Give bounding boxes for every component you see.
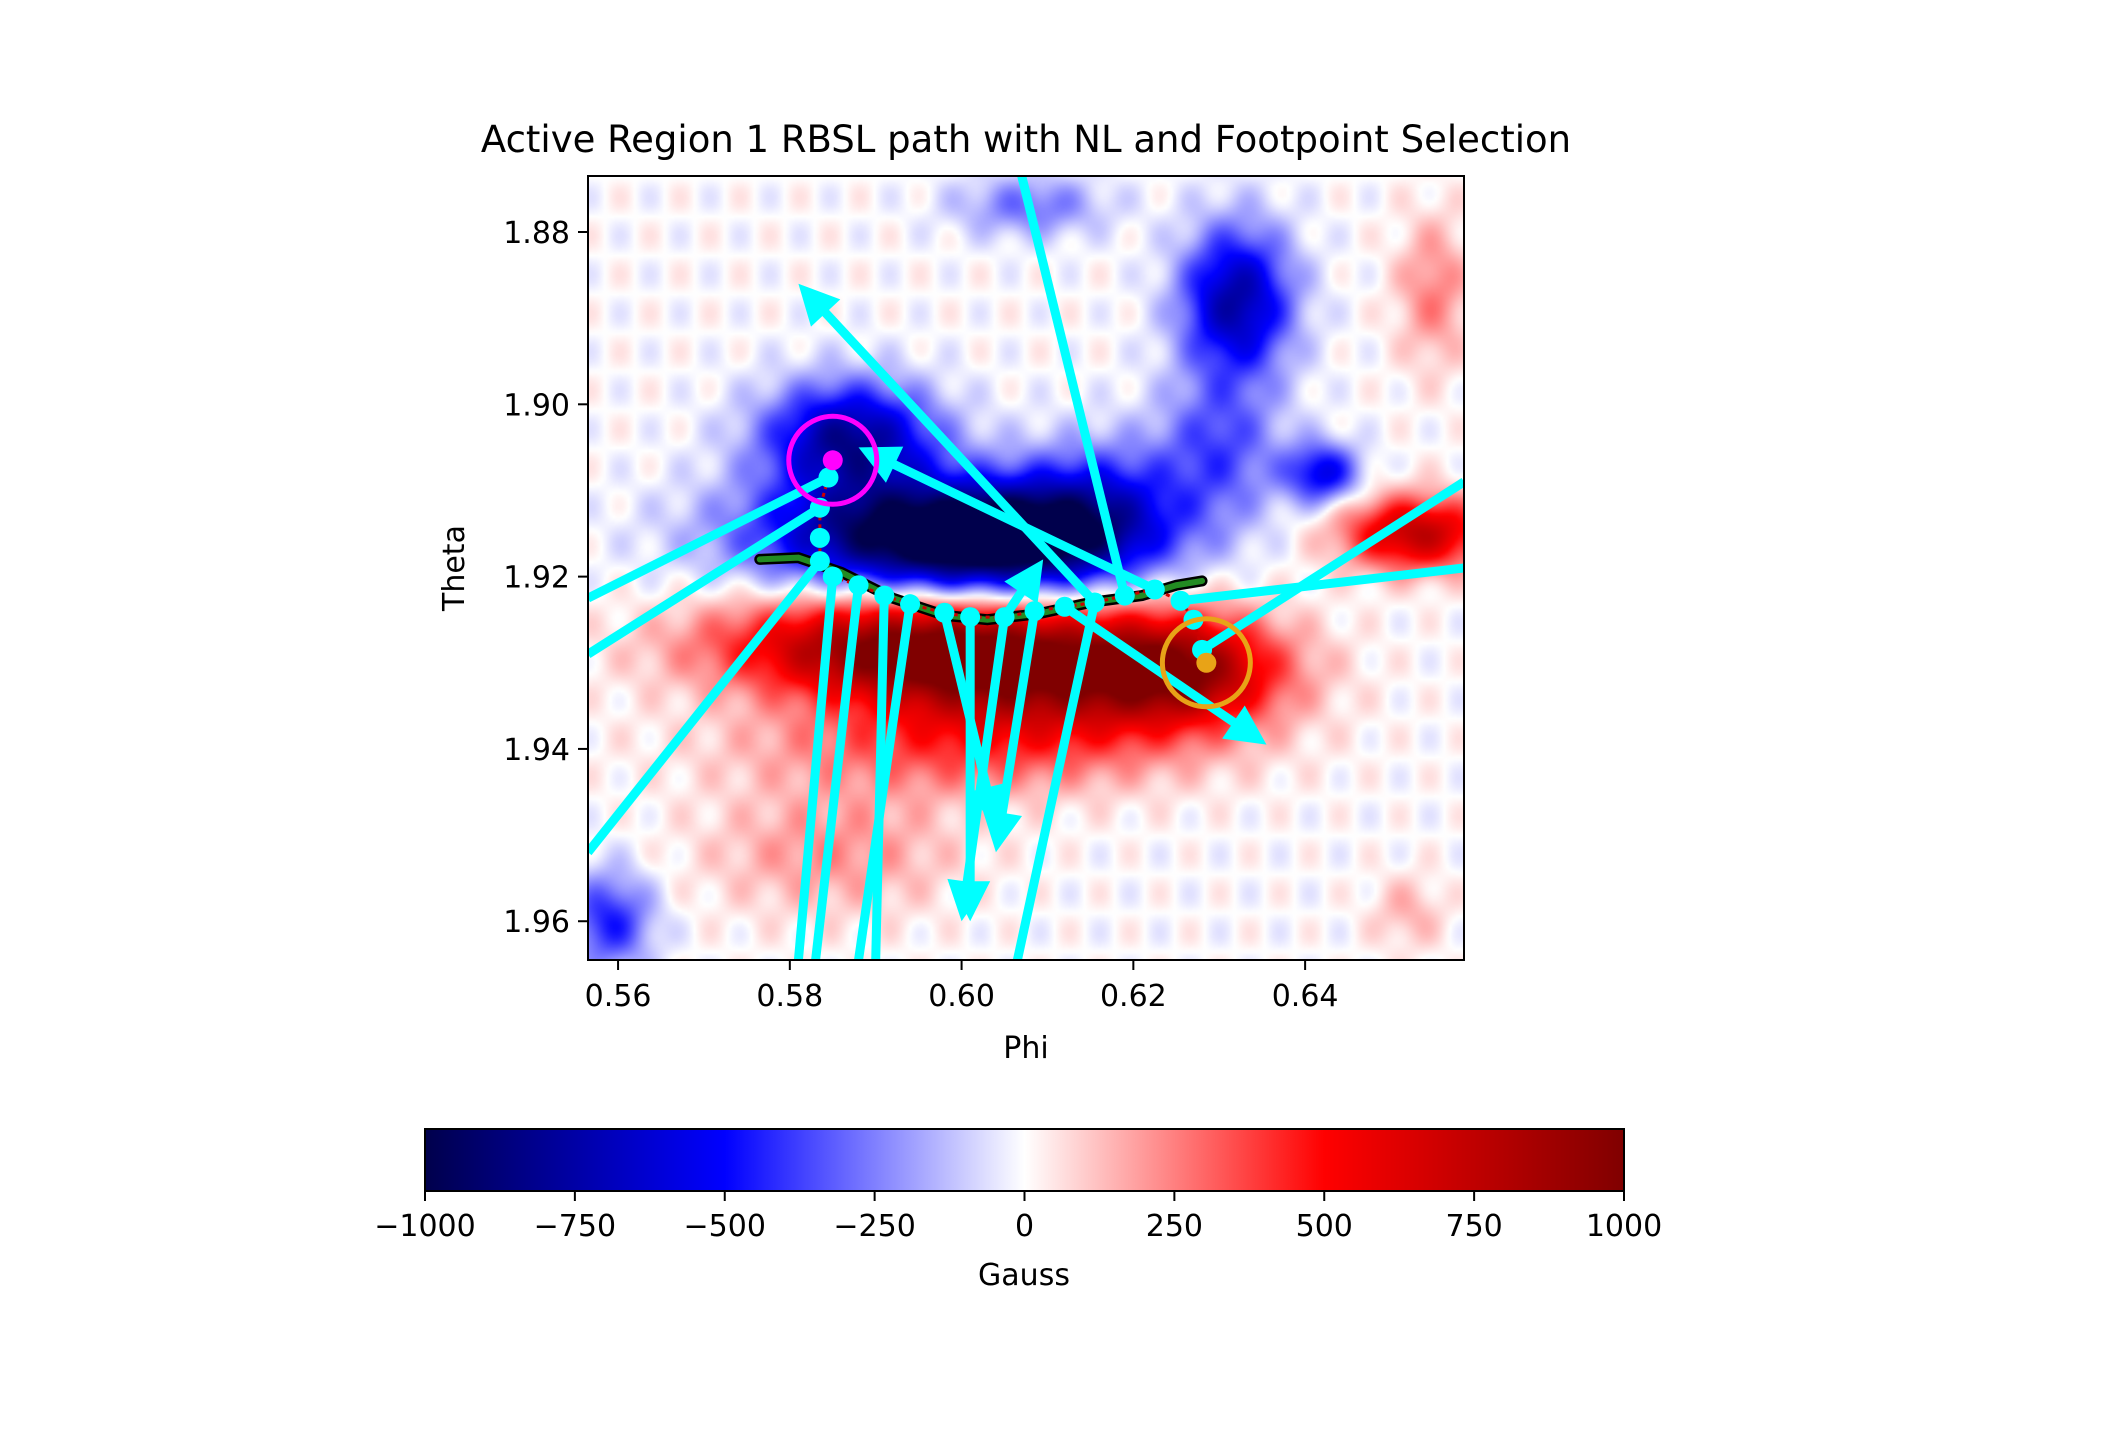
vector-shaft [793,576,838,960]
vector-shaft [812,299,1099,606]
footpoint-dot [1196,652,1217,673]
field-vector [982,610,1040,853]
colorbar-label: Gauss [978,1258,1070,1293]
colorbar-tick-label: 1000 [1586,1209,1662,1244]
footpoint-layer [786,413,1253,710]
path-point [1054,596,1075,617]
path-point [960,607,981,628]
field-vector [1199,478,1464,654]
vector-arrowhead [1222,705,1267,745]
path-point [1024,601,1045,622]
field-vector [947,616,1009,922]
plot-frame [587,175,1465,961]
field-vector [854,603,915,960]
x-tick-label: 0.64 [1272,979,1339,1014]
colorbar-tick-label: 250 [1146,1209,1203,1244]
field-vector [798,283,1099,606]
footpoint-ring [1159,616,1253,710]
vector-shaft [588,558,824,856]
field-vector [1013,601,1100,960]
vector-shaft [1017,176,1130,597]
colorbar-tick-label: 750 [1445,1209,1502,1244]
vector-shaft [588,473,831,603]
vector-shaft [588,503,823,658]
path-point [809,527,830,548]
y-tick-label: 1.96 [503,905,570,940]
y-tick-label: 1.92 [503,561,570,596]
colorbar-tick-label: 500 [1296,1209,1353,1244]
vector-arrowhead [858,446,904,483]
field-vector [588,558,824,856]
field-vector [1180,563,1464,606]
vector-shaft [1013,601,1100,960]
vector-shaft [880,454,1157,594]
footpoint-ring [786,413,880,507]
path-point [848,575,869,596]
colorbar: −1000 −750 −500 −250 0 250 500 750 1000 Gauss [374,1128,1662,1293]
vector-shaft [1180,563,1464,606]
footpoint-positive [1159,616,1253,710]
y-tick-label: 1.94 [503,733,570,768]
vector-shaft [854,603,915,960]
field-vector [588,473,831,603]
y-tick-label: 1.90 [503,388,570,423]
field-vector [588,503,823,658]
field-vector [811,584,864,960]
x-tick-label: 0.56 [585,979,652,1014]
footpoint-dot [822,450,843,471]
footpoint-negative [786,413,880,507]
vector-shaft [995,610,1040,828]
path-point [994,607,1015,628]
x-tick-label: 0.62 [1100,979,1167,1014]
chart-title: Active Region 1 RBSL path with NL and Fo… [481,118,1571,161]
path-point [934,602,955,623]
field-vector [858,446,1157,594]
path-point [1144,579,1165,600]
field-vector [1062,603,1267,745]
field-vector [871,595,889,960]
vector-shaft [1199,478,1464,654]
path-point [874,585,895,606]
x-axis-label: Phi [1003,1031,1048,1066]
path-point [900,594,921,615]
colorbar-tick-label: 0 [1015,1209,1034,1244]
vector-arrowhead [798,283,841,327]
colorbar-tick-label: −500 [684,1209,766,1244]
y-axis-ticks: 1.88 1.90 1.92 1.94 1.96 [503,216,588,940]
vector-shaft [960,616,1009,897]
vector-arrowhead [982,809,1023,853]
colorbar-ticks: −1000 −750 −500 −250 0 250 500 750 1000 [374,1191,1662,1244]
y-axis-label: Theta [437,525,472,612]
path-point [818,467,839,488]
plot-area [588,176,1464,960]
field-vector [793,576,838,960]
path-point [1114,585,1135,606]
colorbar-tick-label: −750 [534,1209,616,1244]
colorbar-tick-label: −1000 [374,1209,475,1244]
path-point [822,566,843,587]
vector-shaft [1062,603,1248,734]
vector-shaft [811,584,864,960]
vector-arrowhead [947,878,987,922]
magnetogram-image [588,176,1464,960]
vector-layer [588,176,1464,960]
vector-arrowhead [1004,559,1044,604]
path-point [809,551,830,572]
path-point [1084,592,1105,613]
x-axis-ticks: 0.56 0.58 0.60 0.62 0.64 [585,960,1339,1014]
field-vector [1017,176,1130,597]
path-points-layer [809,467,1213,660]
path-point [1170,590,1191,611]
colorbar-tick-label: −250 [833,1209,915,1244]
x-tick-label: 0.58 [756,979,823,1014]
y-tick-label: 1.88 [503,216,570,251]
x-tick-label: 0.60 [928,979,995,1014]
vector-shaft [871,595,889,960]
colorbar-bar [424,1128,1625,1192]
